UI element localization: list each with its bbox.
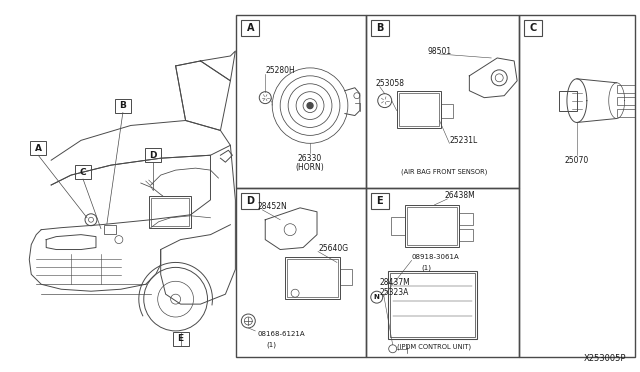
Bar (366, 15, 519, 188)
Bar (241, 193, 259, 209)
Text: N: N (374, 294, 380, 300)
Text: (HORN): (HORN) (296, 163, 324, 171)
Bar (617, 85, 635, 93)
Bar (340, 269, 352, 285)
Text: D: D (246, 196, 254, 206)
Text: (1): (1) (422, 264, 431, 271)
Text: 25231L: 25231L (449, 136, 477, 145)
Text: 08918-3061A: 08918-3061A (412, 254, 460, 260)
Text: A: A (35, 144, 42, 153)
Text: 253058: 253058 (376, 79, 404, 88)
Text: (IPDM CONTROL UNIT): (IPDM CONTROL UNIT) (397, 343, 472, 350)
Text: C: C (529, 23, 537, 33)
Bar (617, 97, 635, 105)
Text: B: B (120, 101, 126, 110)
Bar (617, 109, 635, 116)
Bar (559, 91, 577, 110)
Bar (399, 93, 440, 126)
Text: C: C (80, 168, 86, 177)
Bar (145, 148, 161, 162)
Bar (241, 20, 259, 36)
Bar (287, 259, 338, 297)
Bar (442, 104, 453, 118)
Text: 25070: 25070 (564, 156, 589, 165)
Text: A: A (246, 23, 254, 33)
Text: B: B (376, 23, 383, 33)
Text: D: D (149, 151, 156, 160)
Bar (390, 217, 404, 235)
Bar (285, 257, 340, 299)
Text: 08168-6121A: 08168-6121A (257, 331, 305, 337)
Bar (460, 229, 474, 241)
Bar (104, 225, 116, 234)
Bar (404, 205, 460, 247)
Bar (173, 332, 189, 346)
Bar (390, 273, 476, 337)
Text: 28437M: 28437M (380, 278, 410, 287)
Bar (406, 207, 458, 244)
Bar (151, 198, 189, 226)
Bar (524, 20, 542, 36)
Text: E: E (177, 334, 184, 343)
Text: (1): (1) (266, 341, 276, 348)
Bar (115, 99, 131, 113)
Text: X253005P: X253005P (584, 354, 627, 363)
Circle shape (307, 103, 313, 109)
Bar (366, 188, 519, 357)
Bar (236, 188, 366, 357)
Text: 25640G: 25640G (318, 244, 348, 253)
Text: 98501: 98501 (428, 46, 452, 55)
Bar (460, 213, 474, 225)
Bar (388, 271, 477, 339)
Bar (371, 20, 388, 36)
Bar (236, 15, 366, 188)
Bar (397, 91, 442, 128)
Text: 26438M: 26438M (444, 192, 476, 201)
Bar (75, 165, 91, 179)
Text: (AIR BAG FRONT SENSOR): (AIR BAG FRONT SENSOR) (401, 169, 488, 175)
Text: 25280H: 25280H (265, 66, 295, 76)
Bar (519, 15, 635, 357)
Text: 28452N: 28452N (257, 202, 287, 211)
Bar (371, 193, 388, 209)
Text: E: E (376, 196, 383, 206)
Bar (148, 196, 191, 228)
Text: 26330: 26330 (298, 154, 322, 163)
Text: 25323A: 25323A (380, 288, 409, 297)
Bar (30, 141, 46, 155)
